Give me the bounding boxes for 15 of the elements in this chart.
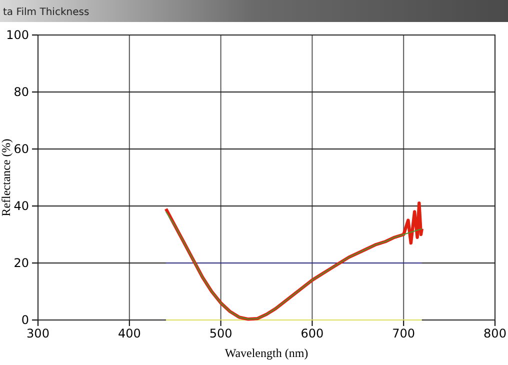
y-tick-label: 20 [14,256,29,270]
x-tick-label: 800 [484,326,506,341]
y-tick-label: 60 [14,142,29,156]
y-axis-title: Reflectance (%) [0,138,13,216]
chart-title: ta Film Thickness [3,7,90,18]
x-axis-title: Wavelength (nm) [224,346,308,360]
y-tick-label: 40 [14,198,29,213]
y-tick-label: 0 [21,312,29,327]
x-tick-label: 500 [209,326,232,341]
x-tick-label: 400 [118,326,141,341]
x-tick-label: 600 [300,326,324,341]
y-tick-label: 100 [6,28,29,42]
x-tick-label: 300 [26,326,50,341]
x-tick-label: 700 [392,326,416,341]
y-tick-label: 80 [14,84,29,99]
